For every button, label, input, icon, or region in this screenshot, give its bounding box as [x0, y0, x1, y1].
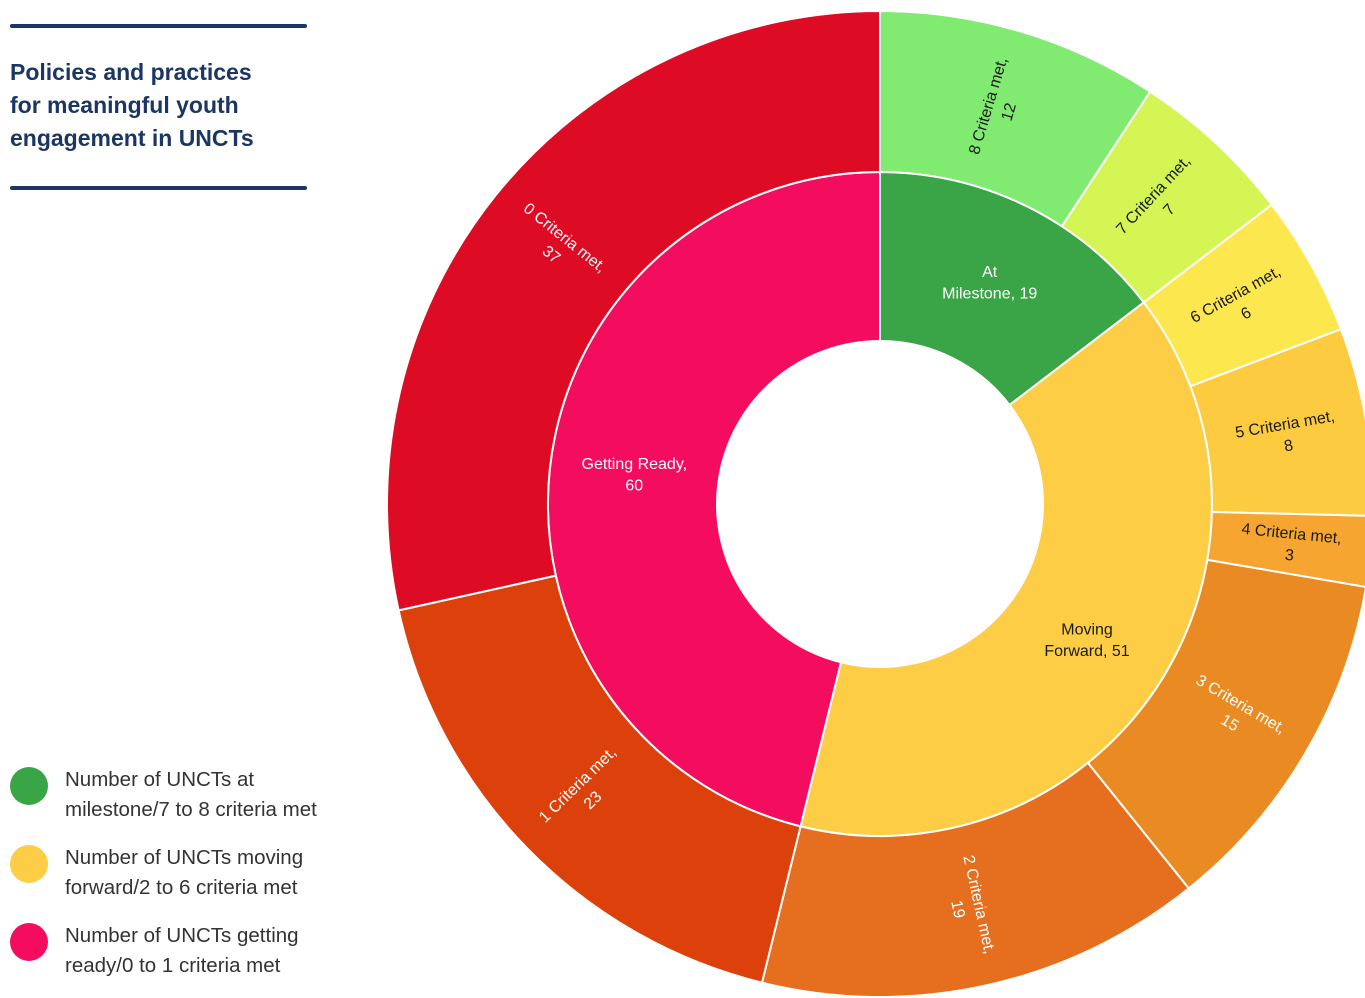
inner-label-getting-ready: Getting Ready, 60 [582, 456, 688, 495]
title-rule-top [10, 24, 307, 28]
outer-segment-5-criteria-met [1189, 327, 1365, 517]
inner-label-at-milestone: At Milestone, 19 [942, 264, 1037, 303]
legend-label-getting-ready: Number of UNCTs getting ready/0 to 1 cri… [65, 924, 299, 977]
legend-label-at-milestone: Number of UNCTs at milestone/7 to 8 crit… [65, 768, 317, 821]
legend-label-moving-forward: Number of UNCTs moving forward/2 to 6 cr… [65, 846, 304, 899]
inner-label-moving-forward: Moving Forward, 51 [1044, 621, 1129, 660]
title-rule-bottom [10, 186, 307, 190]
pink-circle-icon [10, 923, 48, 961]
chart-center-hole [717, 341, 1043, 667]
green-circle-icon [10, 767, 48, 805]
legend-item-at-milestone: Number of UNCTs at milestone/7 to 8 crit… [10, 760, 390, 838]
outer-segment-0-criteria-met [386, 9, 881, 612]
chart-title: Policies and practices for meaningful yo… [10, 59, 254, 151]
legend-item-getting-ready: Number of UNCTs getting ready/0 to 1 cri… [10, 916, 390, 994]
outer-segment-1-criteria-met [397, 574, 802, 984]
legend-item-moving-forward: Number of UNCTs moving forward/2 to 6 cr… [10, 838, 390, 916]
legend: Number of UNCTs at milestone/7 to 8 crit… [10, 760, 390, 994]
yellow-circle-icon [10, 845, 48, 883]
